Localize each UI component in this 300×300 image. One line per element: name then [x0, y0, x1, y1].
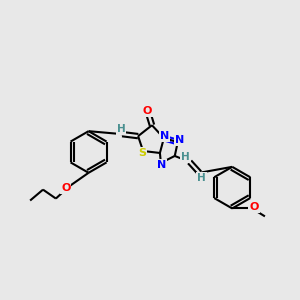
Text: O: O [142, 106, 152, 116]
Text: O: O [61, 183, 70, 193]
Text: N: N [157, 160, 167, 170]
Text: H: H [197, 173, 206, 183]
Text: N: N [160, 131, 170, 141]
Text: O: O [249, 202, 259, 212]
Text: N: N [175, 135, 184, 145]
Text: H: H [117, 124, 126, 134]
Text: H: H [181, 152, 190, 162]
Text: S: S [138, 148, 146, 158]
